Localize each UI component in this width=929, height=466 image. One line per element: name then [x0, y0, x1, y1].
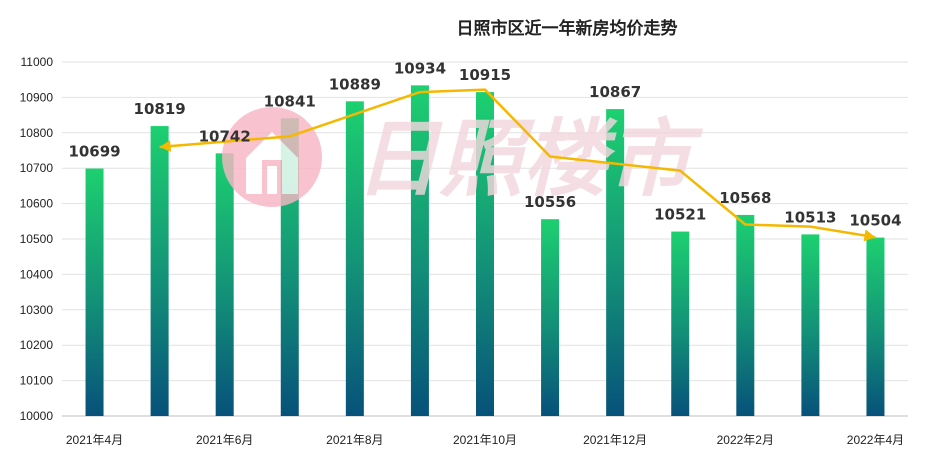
- data-label: 10521: [654, 206, 706, 224]
- bar: [736, 214, 755, 416]
- y-tick-label: 11000: [21, 55, 54, 69]
- y-tick-label: 10400: [20, 267, 54, 281]
- x-tick-label: 2021年10月: [453, 433, 517, 447]
- bar: [410, 85, 429, 416]
- x-axis: 2021年4月 2021年6月 2021年8月 2021年10月 2021年12月 202…: [66, 433, 904, 447]
- data-label: 10513: [784, 208, 836, 226]
- trend-line: [159, 88, 876, 242]
- y-tick-label: 10900: [20, 90, 54, 104]
- y-tick-label: 10100: [20, 374, 54, 388]
- data-labels: 10699 10819 10742 10841 10889 10934 10915 10556…: [68, 59, 901, 229]
- data-label: 10934: [394, 59, 446, 77]
- y-tick-label: 10600: [20, 197, 54, 211]
- bar: [541, 219, 560, 416]
- bar: [476, 92, 494, 416]
- bar: [345, 101, 364, 416]
- watermark: 日照楼市: [222, 107, 704, 208]
- x-tick-label: 2021年6月: [196, 433, 253, 447]
- data-label: 10889: [329, 75, 381, 93]
- data-label: 10504: [849, 212, 901, 230]
- y-axis: 10000 10100 10200 10300 10400 10500 10600 10700…: [20, 55, 54, 423]
- x-tick-label: 2021年4月: [66, 433, 123, 447]
- y-tick-label: 10700: [20, 161, 54, 175]
- data-label: 10699: [68, 143, 120, 161]
- trend-arrowhead: [863, 229, 876, 242]
- y-tick-label: 10000: [20, 409, 54, 423]
- x-tick-label: 2021年8月: [326, 433, 383, 447]
- house-logo-icon: [222, 107, 322, 207]
- data-label: 10819: [134, 100, 186, 118]
- bar: [215, 153, 234, 416]
- x-tick-label: 2022年2月: [717, 433, 774, 447]
- x-tick-label: 2022年4月: [847, 433, 904, 447]
- watermark-text: 日照楼市: [355, 110, 704, 208]
- x-tick-label: 2021年12月: [583, 433, 647, 447]
- bar: [801, 234, 820, 416]
- bar: [866, 237, 885, 416]
- y-tick-label: 10800: [20, 126, 54, 140]
- trend-line-path: [159, 88, 876, 239]
- y-tick-label: 10500: [20, 232, 54, 246]
- y-tick-label: 10200: [20, 338, 54, 352]
- bar: [671, 231, 690, 416]
- data-label: 10568: [719, 189, 771, 207]
- bar: [85, 168, 104, 416]
- data-label: 10556: [524, 193, 576, 211]
- data-label: 10867: [589, 83, 641, 101]
- chart-title: 日照市区近一年新房均价走势: [457, 18, 678, 39]
- data-label: 10742: [199, 127, 251, 145]
- data-label: 10915: [459, 66, 511, 84]
- bars: [85, 85, 885, 416]
- y-tick-label: 10300: [20, 303, 54, 317]
- bar: [150, 126, 169, 416]
- trend-arrowhead: [159, 140, 172, 153]
- bar: [606, 109, 625, 416]
- data-label: 10841: [264, 92, 316, 110]
